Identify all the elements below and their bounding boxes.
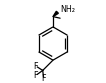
Text: F: F <box>41 74 46 83</box>
Text: F: F <box>34 62 38 71</box>
Polygon shape <box>53 11 58 17</box>
Text: NH₂: NH₂ <box>61 5 75 14</box>
Text: F: F <box>34 71 38 80</box>
